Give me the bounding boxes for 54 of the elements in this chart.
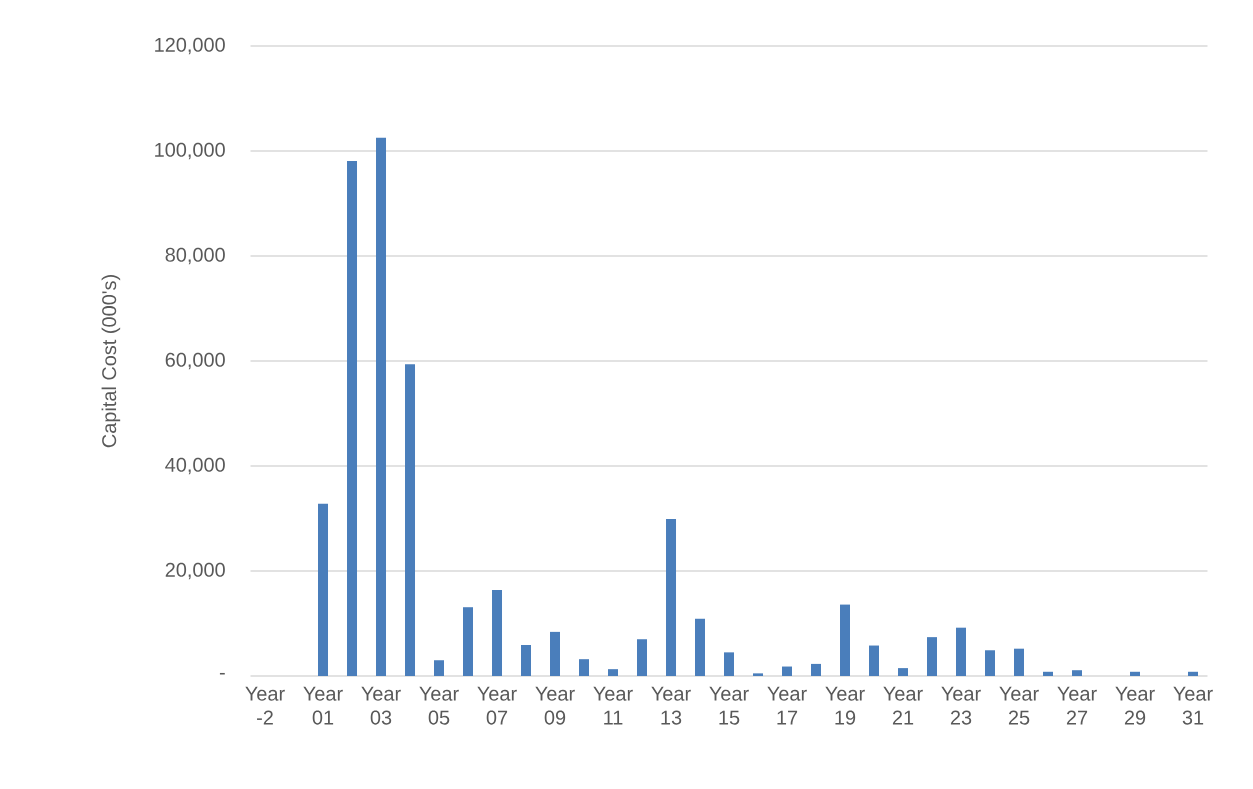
x-tick-label: Year 21	[883, 686, 923, 725]
y-tick-label: 60,000	[165, 352, 225, 370]
bar	[898, 668, 909, 676]
bar	[1014, 648, 1025, 676]
bar	[521, 645, 532, 676]
bar	[811, 663, 822, 676]
bar	[550, 631, 561, 676]
bar	[869, 645, 880, 676]
y-tick-label: 100,000	[155, 142, 225, 160]
y-axis-title: Capital Cost (000's)	[101, 275, 121, 448]
bar	[956, 627, 967, 676]
bar	[405, 364, 416, 676]
x-tick-label: Year 19	[825, 686, 865, 725]
bar	[318, 503, 329, 676]
bar	[347, 160, 358, 676]
x-tick-label: Year 13	[651, 686, 691, 725]
x-tick-label: Year -2	[245, 686, 285, 725]
bar	[492, 589, 503, 676]
x-tick-label: Year 27	[1057, 686, 1097, 725]
bar	[463, 607, 474, 676]
bar	[637, 639, 648, 676]
bar	[666, 519, 677, 676]
bar	[927, 637, 938, 676]
bar	[608, 669, 619, 676]
y-tick-label: 20,000	[165, 562, 225, 580]
x-tick-label: Year 31	[1173, 686, 1213, 725]
x-tick-label: Year 03	[361, 686, 401, 725]
x-tick-label: Year 05	[419, 686, 459, 725]
bar	[1188, 671, 1199, 676]
y-tick-label: 40,000	[165, 457, 225, 475]
x-tick-label: Year 01	[303, 686, 343, 725]
bar	[840, 604, 851, 676]
x-tick-label: Year 09	[535, 686, 575, 725]
bar	[724, 652, 735, 676]
bar	[579, 659, 590, 676]
y-tick-label: 80,000	[165, 247, 225, 265]
x-tick-label: Year 29	[1115, 686, 1155, 725]
x-tick-label: Year 17	[767, 686, 807, 725]
bar	[782, 666, 793, 676]
x-tick-label: Year 25	[999, 686, 1039, 725]
bar	[985, 650, 996, 676]
bar	[1072, 670, 1083, 676]
y-tick-label: -	[219, 672, 225, 675]
bar	[434, 660, 445, 676]
x-tick-label: Year 15	[709, 686, 749, 725]
y-tick-label: 120,000	[155, 37, 225, 55]
x-tick-label: Year 23	[941, 686, 981, 725]
bar	[1043, 671, 1054, 676]
bar	[753, 673, 764, 676]
bar	[1130, 671, 1141, 676]
bar	[695, 618, 706, 676]
bar	[376, 137, 387, 676]
x-tick-label: Year 11	[593, 686, 633, 725]
x-tick-label: Year 07	[477, 686, 517, 725]
